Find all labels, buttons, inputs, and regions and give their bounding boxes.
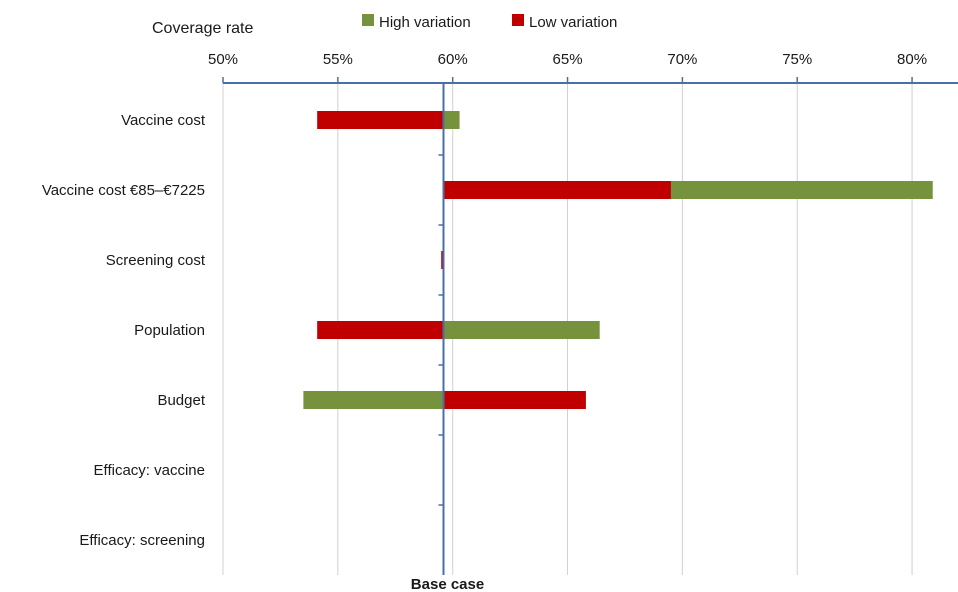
category-label: Budget xyxy=(157,392,205,409)
legend-label-low: Low variation xyxy=(529,14,617,31)
category-label: Efficacy: screening xyxy=(79,532,205,549)
x-tick-label: 80% xyxy=(897,51,927,68)
x-tick-label: 50% xyxy=(208,51,238,68)
base-case-label: Base case xyxy=(411,576,484,592)
legend-swatch-low xyxy=(512,14,524,26)
x-tick-label: 70% xyxy=(667,51,697,68)
bar-high-variation xyxy=(443,321,600,339)
x-tick-label: 55% xyxy=(323,51,353,68)
category-label: Vaccine cost xyxy=(121,112,206,129)
category-label: Efficacy: vaccine xyxy=(94,462,205,479)
bar-low-variation xyxy=(317,321,444,339)
x-axis-title: Coverage rate xyxy=(152,20,253,37)
x-tick-label: 60% xyxy=(438,51,468,68)
bar-low-variation xyxy=(317,111,444,129)
legend-swatch-high xyxy=(362,14,374,26)
axes xyxy=(222,77,958,575)
bar-low-variation xyxy=(443,391,586,409)
bar-low-variation xyxy=(443,181,671,199)
labels: 50% 55% 60% 65% 70% 75% 80% Vaccine cost Vaccine… xyxy=(42,51,927,549)
legend: High variation Low variation xyxy=(362,14,617,31)
bar-low-variation xyxy=(441,251,444,269)
bar-high-variation xyxy=(443,111,460,129)
category-label: Population xyxy=(134,322,205,339)
category-label: Vaccine cost €85–€7225 xyxy=(42,182,205,199)
legend-label-high: High variation xyxy=(379,14,471,31)
bar-high-variation xyxy=(303,391,444,409)
bars xyxy=(303,111,933,409)
x-tick-label: 65% xyxy=(553,51,583,68)
category-label: Screening cost xyxy=(106,252,206,269)
x-tick-label: 75% xyxy=(782,51,812,68)
